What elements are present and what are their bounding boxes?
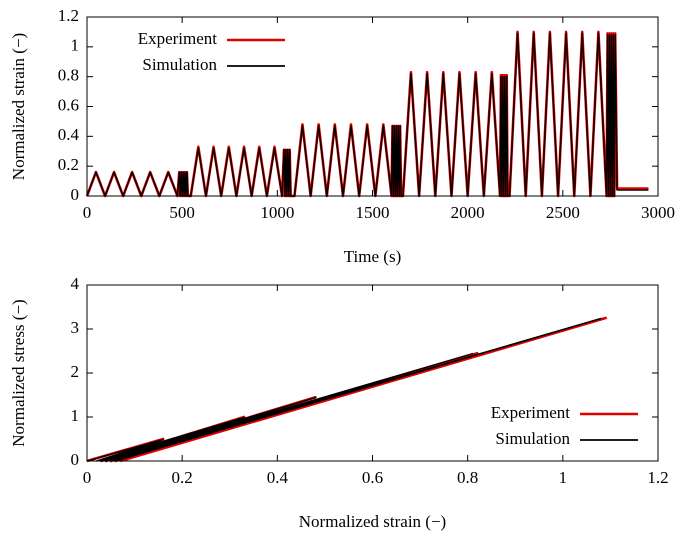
y-tick-label: 4	[71, 274, 80, 293]
data-line	[86, 32, 649, 197]
x-axis-label: Normalized strain (−)	[299, 512, 446, 531]
x-tick-label: 0.4	[267, 468, 289, 487]
y-tick-label: 1.2	[58, 6, 79, 25]
x-tick-label: 0	[83, 468, 92, 487]
y-tick-label: 0.8	[58, 66, 79, 85]
y-tick-label: 0.4	[58, 125, 80, 144]
x-tick-label: 1000	[260, 203, 294, 222]
x-tick-label: 3000	[641, 203, 675, 222]
y-tick-label: 3	[71, 318, 80, 337]
y-tick-label: 0.6	[58, 95, 79, 114]
y-tick-label: 0.2	[58, 155, 79, 174]
y-tick-label: 0	[71, 450, 80, 469]
legend-label: Simulation	[495, 429, 570, 448]
y-tick-label: 0	[71, 185, 80, 204]
legend-label: Experiment	[491, 403, 571, 422]
y-axis-label: Normalized strain (−)	[9, 33, 28, 180]
x-tick-label: 0	[83, 203, 92, 222]
y-tick-label: 1	[71, 406, 80, 425]
y-axis-label: Normalized stress (−)	[9, 299, 28, 446]
plot-border	[86, 16, 659, 197]
x-tick-label: 2000	[451, 203, 485, 222]
x-tick-label: 1500	[356, 203, 390, 222]
y-tick-label: 2	[71, 362, 80, 381]
x-tick-label: 2500	[546, 203, 580, 222]
legend-label: Simulation	[142, 55, 217, 74]
x-tick-label: 1.2	[647, 468, 668, 487]
y-tick-label: 1	[71, 36, 80, 55]
x-tick-label: 0.2	[172, 468, 193, 487]
x-tick-label: 500	[169, 203, 195, 222]
data-line	[86, 317, 602, 462]
x-tick-label: 0.8	[457, 468, 478, 487]
plot-border	[86, 284, 659, 462]
legend-label: Experiment	[138, 29, 218, 48]
x-tick-label: 0.6	[362, 468, 383, 487]
x-tick-label: 1	[559, 468, 568, 487]
x-axis-label: Time (s)	[344, 247, 401, 266]
